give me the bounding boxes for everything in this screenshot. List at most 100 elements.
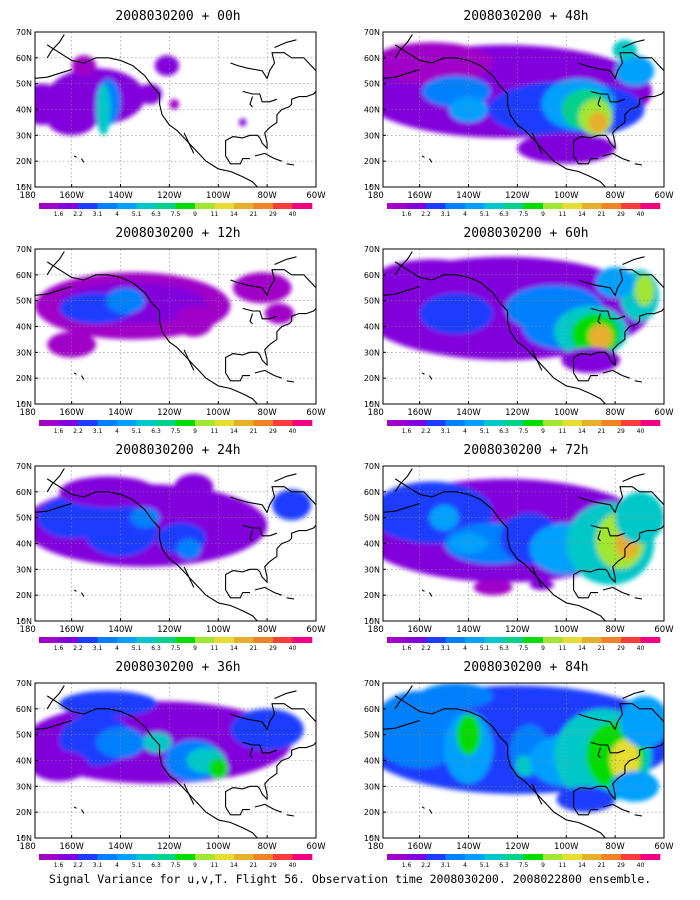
colorbar-swatch [117, 420, 137, 426]
colorbar-swatch [484, 420, 505, 426]
coastline [225, 796, 250, 816]
colorbar-label: 5.1 [480, 428, 490, 435]
lon-label: 120W [505, 191, 530, 201]
coastline [249, 747, 254, 759]
colorbar-label: 11 [211, 862, 219, 869]
variance-field [35, 690, 304, 784]
variance-contour [272, 489, 312, 521]
lat-label: 30N [364, 565, 380, 574]
colorbar-swatch [562, 854, 583, 860]
coastlines [35, 685, 316, 838]
colorbar-label: 3.1 [441, 428, 451, 435]
coastline [73, 372, 77, 375]
lon-label: 140W [456, 191, 481, 201]
colorbar-label: 9 [541, 428, 545, 435]
variance-contour [130, 507, 160, 528]
lon-label: 180 [368, 408, 384, 418]
colorbar-label: 1.6 [54, 211, 64, 218]
colorbar-label: 29 [269, 645, 277, 652]
colorbar-swatch [582, 203, 602, 209]
lon-label: 100W [554, 625, 579, 635]
lon-label: 160W [59, 625, 84, 635]
coastline [225, 145, 250, 165]
colorbar-label: 4 [115, 645, 119, 652]
colorbar-swatch [543, 854, 563, 860]
lat-label: 20N [364, 808, 380, 817]
coastline [230, 486, 316, 514]
variance-contour [529, 579, 554, 590]
colorbar-swatch [523, 637, 544, 643]
coastline [531, 783, 543, 805]
lat-label: 10N [364, 834, 380, 843]
lon-label: 60W [306, 191, 326, 201]
colorbar-swatch [406, 420, 427, 426]
coastline [73, 155, 77, 158]
colorbar-label: 5.1 [132, 645, 142, 652]
lat-label: 10N [364, 617, 380, 626]
lon-label: 160W [407, 408, 432, 418]
lat-label: 50N [364, 80, 380, 89]
coastline [46, 695, 259, 838]
variance-field [383, 39, 655, 164]
lat-label: 40N [16, 323, 32, 332]
panel-title: 2008030200 + 60h [463, 226, 589, 241]
coastline [573, 742, 664, 800]
lon-label: 160W [59, 191, 84, 201]
colorbar-label: 4 [463, 428, 467, 435]
colorbar-label: 40 [289, 211, 297, 218]
variance-field [35, 272, 294, 358]
colorbar-swatch [234, 637, 254, 643]
coastline [80, 809, 85, 814]
panel-72h: 2008030200 + 72h 70N 60N 50N 40N 30N 20N 10N 18… [356, 442, 696, 657]
colorbar-label: 11 [559, 645, 567, 652]
colorbar-label: 2.2 [421, 211, 431, 218]
colorbar-label: 9 [193, 862, 197, 869]
lat-label: 20N [16, 591, 32, 600]
lat-label: 30N [364, 782, 380, 791]
lon-label: 160W [59, 842, 84, 852]
colorbar-label: 21 [250, 428, 258, 435]
colorbar-label: 7.5 [171, 211, 181, 218]
colorbar-label: 40 [289, 428, 297, 435]
colorbar-swatch [156, 420, 176, 426]
lat-label: 50N [16, 80, 32, 89]
colorbar-swatch [504, 637, 524, 643]
coastline [274, 39, 297, 49]
coastline [394, 685, 413, 710]
coastline [531, 132, 543, 154]
variance-contour [610, 739, 640, 782]
panel-24h: 2008030200 + 24h 70N 60N 50N 40N 30N 20N 10N 18… [8, 442, 348, 657]
colorbar-label: 2.2 [421, 428, 431, 435]
coastline [46, 261, 259, 404]
colorbar-swatch [253, 854, 274, 860]
coastline [394, 34, 413, 59]
coastline [421, 372, 425, 375]
coastline [254, 369, 282, 379]
lon-label: 120W [157, 191, 182, 201]
colorbar-swatch [273, 203, 293, 209]
coastline [286, 163, 295, 166]
coastline [590, 307, 626, 320]
variance-contour [174, 305, 214, 337]
colorbar-label: 14 [578, 428, 586, 435]
coastline [421, 589, 425, 592]
lat-label: 20N [364, 591, 380, 600]
colorbar-label: 4 [115, 862, 119, 869]
colorbar-swatch [292, 203, 313, 209]
colorbar-label: 6.3 [499, 211, 509, 218]
variance-contour [47, 104, 97, 136]
panel-title: 2008030200 + 48h [463, 9, 589, 24]
colorbar-label: 7.5 [519, 645, 529, 652]
colorbar-label: 21 [598, 428, 606, 435]
colorbar-label: 4 [463, 645, 467, 652]
lon-label: 140W [456, 625, 481, 635]
lon-label: 60W [654, 842, 674, 852]
grid [35, 466, 316, 621]
panel-00h: 2008030200 + 00h 70N 60N 50N 40N 30N 20N 10N 18… [8, 8, 348, 223]
lon-label: 60W [654, 191, 674, 201]
colorbar-swatch [253, 637, 274, 643]
coastline [46, 685, 65, 710]
colorbar-label: 14 [230, 645, 238, 652]
